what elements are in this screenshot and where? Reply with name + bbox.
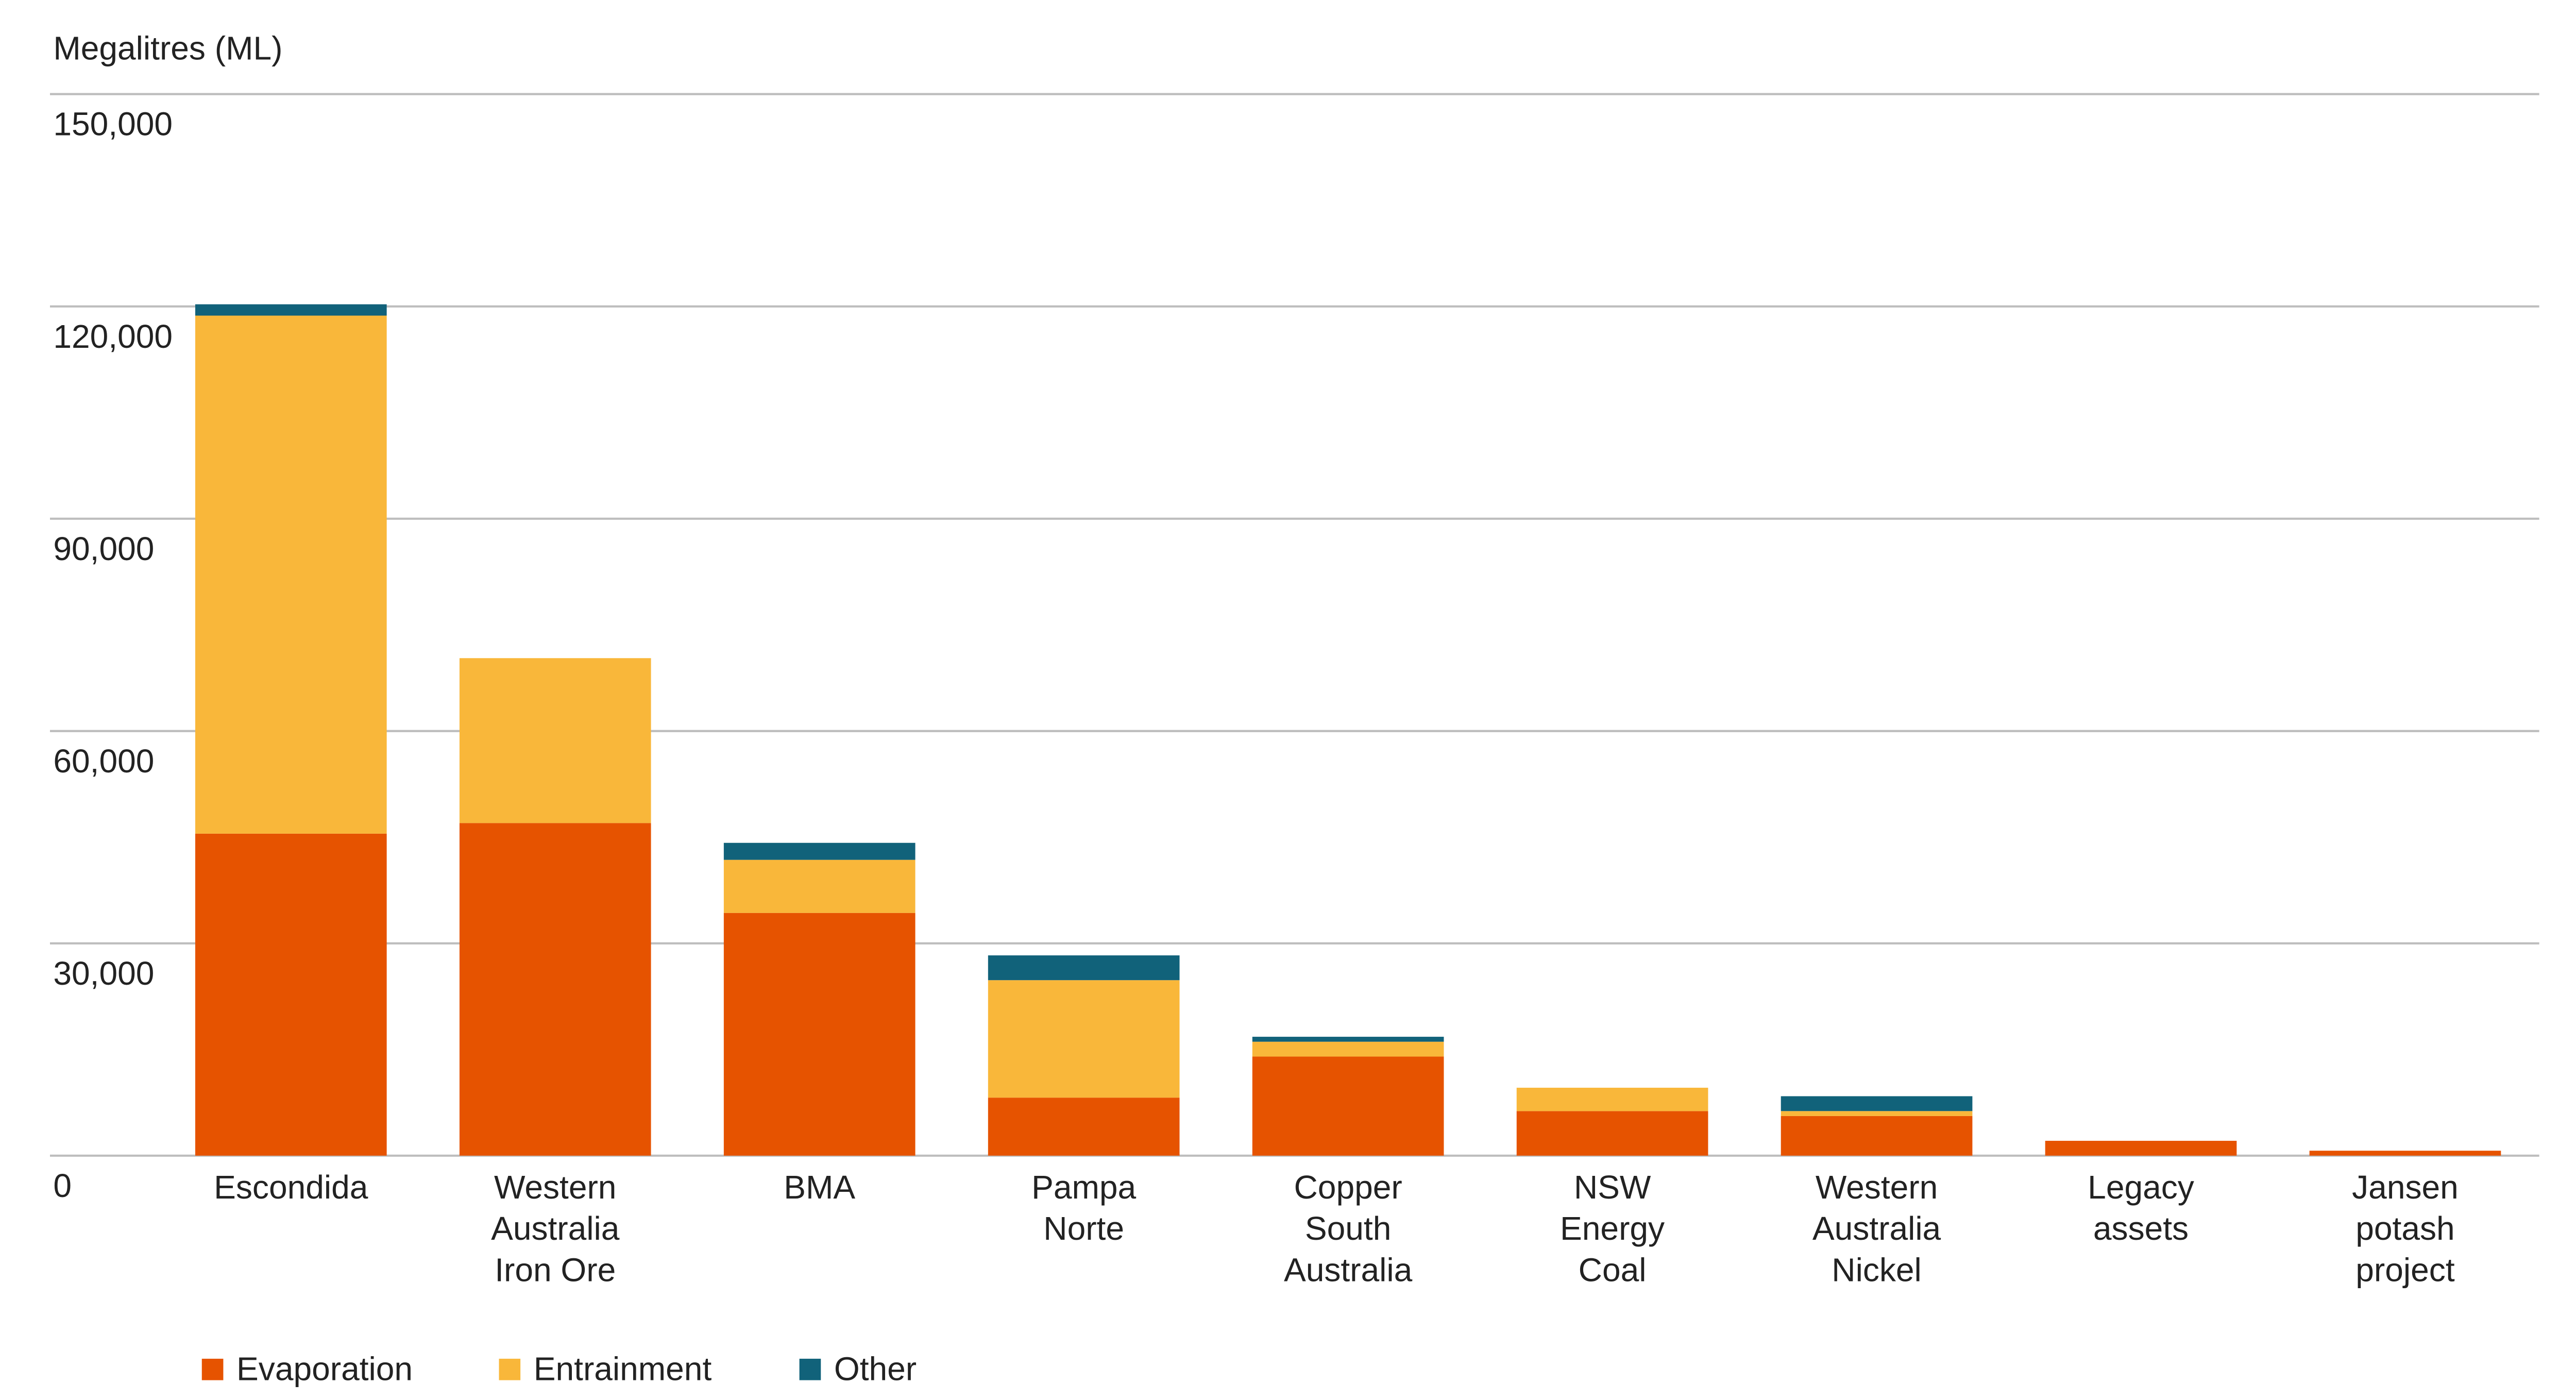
category-label: assets — [2093, 1210, 2189, 1247]
category-label: Legacy — [2088, 1169, 2194, 1206]
category-label: Australia — [491, 1210, 620, 1247]
y-tick-label: 120,000 — [53, 318, 173, 355]
bar-segment-evaporation — [2045, 1140, 2237, 1156]
bar-segment-entrainment — [459, 658, 651, 823]
bars — [195, 304, 2501, 1156]
legend-label: Entrainment — [534, 1351, 712, 1388]
bar-segment-other — [988, 955, 1180, 981]
y-tick-label: 90,000 — [53, 530, 154, 567]
category-label: Iron Ore — [495, 1251, 616, 1288]
bar-segment-evaporation — [988, 1098, 1180, 1156]
bar-segment-evaporation — [1252, 1056, 1444, 1156]
legend-swatch-other — [799, 1358, 821, 1380]
category-label: Australia — [1812, 1210, 1941, 1247]
category-label: Pampa — [1031, 1169, 1136, 1206]
bar-segment-other — [723, 842, 916, 860]
bar-segment-evaporation — [459, 823, 651, 1156]
category-labels: Escondida Western Australia Iron Ore BMA Pamp… — [214, 1169, 2459, 1288]
y-tick-label: 30,000 — [53, 955, 154, 992]
y-tick-label: 150,000 — [53, 106, 173, 143]
category-label: Australia — [1284, 1251, 1413, 1288]
category-label: Jansen — [2352, 1169, 2459, 1206]
category-label: Energy — [1560, 1210, 1665, 1247]
legend-label: Other — [834, 1351, 917, 1388]
bar-segment-other — [195, 304, 387, 316]
bar-segment-evaporation — [723, 913, 916, 1156]
legend-label: Evaporation — [236, 1351, 413, 1388]
category-label: potash — [2355, 1210, 2454, 1247]
category-label: Copper — [1294, 1169, 1402, 1206]
category-label: BMA — [784, 1169, 855, 1206]
legend: Evaporation Entrainment Other — [201, 1351, 917, 1388]
bar-segment-evaporation — [2309, 1151, 2501, 1156]
category-label: Western — [1816, 1169, 1938, 1206]
bar-segment-entrainment — [1516, 1087, 1708, 1111]
y-tick-labels: 0 30,000 60,000 90,000 120,000 150,000 — [53, 106, 173, 1204]
bar-segment-entrainment — [723, 859, 916, 913]
legend-swatch-evaporation — [201, 1358, 224, 1380]
bar-segment-evaporation — [1516, 1111, 1708, 1156]
bar-segment-entrainment — [988, 980, 1180, 1098]
category-label: Nickel — [1832, 1251, 1921, 1288]
bar-segment-evaporation — [1781, 1116, 1973, 1156]
category-label: South — [1305, 1210, 1391, 1247]
category-label: Norte — [1043, 1210, 1124, 1247]
gridlines — [49, 93, 2539, 1157]
bar-segment-entrainment — [195, 315, 387, 834]
bar-segment-entrainment — [1252, 1041, 1444, 1057]
bar-segment-entrainment — [1781, 1111, 1973, 1116]
y-tick-label: 0 — [53, 1167, 72, 1204]
category-label: Coal — [1579, 1251, 1647, 1288]
category-label: project — [2355, 1251, 2455, 1288]
category-label: NSW — [1574, 1169, 1651, 1206]
legend-swatch-entrainment — [499, 1358, 521, 1380]
y-tick-label: 60,000 — [53, 743, 154, 780]
bar-segment-other — [1781, 1096, 1973, 1111]
bar-segment-evaporation — [195, 833, 387, 1156]
bar-segment-other — [1252, 1037, 1444, 1042]
y-axis-title: Megalitres (ML) — [53, 29, 282, 66]
category-label: Escondida — [214, 1169, 368, 1206]
category-label: Western — [494, 1169, 616, 1206]
